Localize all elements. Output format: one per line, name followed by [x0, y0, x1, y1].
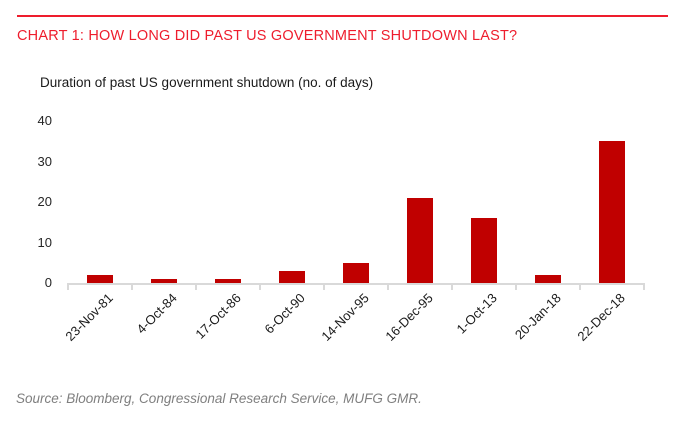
bar-4-Oct-84 [151, 279, 177, 283]
x-axis-tick-mark [515, 283, 517, 290]
x-axis-tick-mark [259, 283, 261, 290]
bar-14-Nov-95 [343, 263, 369, 283]
x-axis-tick-mark [67, 283, 69, 290]
x-axis-tick-mark [323, 283, 325, 290]
x-axis-label: 6-Oct-90 [261, 290, 308, 337]
source-note: Source: Bloomberg, Congressional Researc… [16, 391, 422, 406]
bar-6-Oct-90 [279, 271, 305, 283]
bar-23-Nov-81 [87, 275, 113, 283]
y-axis-tick-label: 30 [37, 153, 52, 169]
x-axis-tick-mark [643, 283, 645, 290]
chart-subtitle: Duration of past US government shutdown … [40, 75, 374, 90]
x-axis-label: 22-Dec-18 [574, 290, 628, 344]
y-axis-tick-label: 0 [44, 275, 52, 290]
x-axis-tick-mark [131, 283, 133, 290]
page-title: CHART 1: HOW LONG DID PAST US GOVERNMENT… [17, 28, 518, 44]
x-axis-label: 4-Oct-84 [133, 290, 180, 337]
x-axis-tick-mark [195, 283, 197, 290]
y-axis-tick-label: 40 [37, 113, 52, 128]
bar-16-Dec-95 [407, 198, 433, 283]
top-red-rule [17, 15, 668, 17]
x-axis-label: 17-Oct-86 [192, 290, 244, 342]
x-axis-label: 20-Jan-18 [511, 290, 564, 343]
bar-20-Jan-18 [535, 275, 561, 283]
bar-22-Dec-18 [599, 141, 625, 283]
x-axis-line [68, 283, 644, 285]
bar-17-Oct-86 [215, 279, 241, 283]
y-axis-tick-label: 20 [37, 194, 52, 209]
y-axis-tick-label: 10 [37, 234, 52, 250]
bar-1-Oct-13 [471, 218, 497, 283]
x-axis-tick-mark [579, 283, 581, 290]
x-axis-label: 14-Nov-95 [318, 290, 372, 344]
x-axis-label: 16-Dec-95 [382, 290, 436, 344]
x-axis-label: 1-Oct-13 [453, 290, 500, 337]
x-axis-label: 23-Nov-81 [62, 290, 116, 344]
x-axis-tick-mark [451, 283, 453, 290]
x-axis-tick-mark [387, 283, 389, 290]
